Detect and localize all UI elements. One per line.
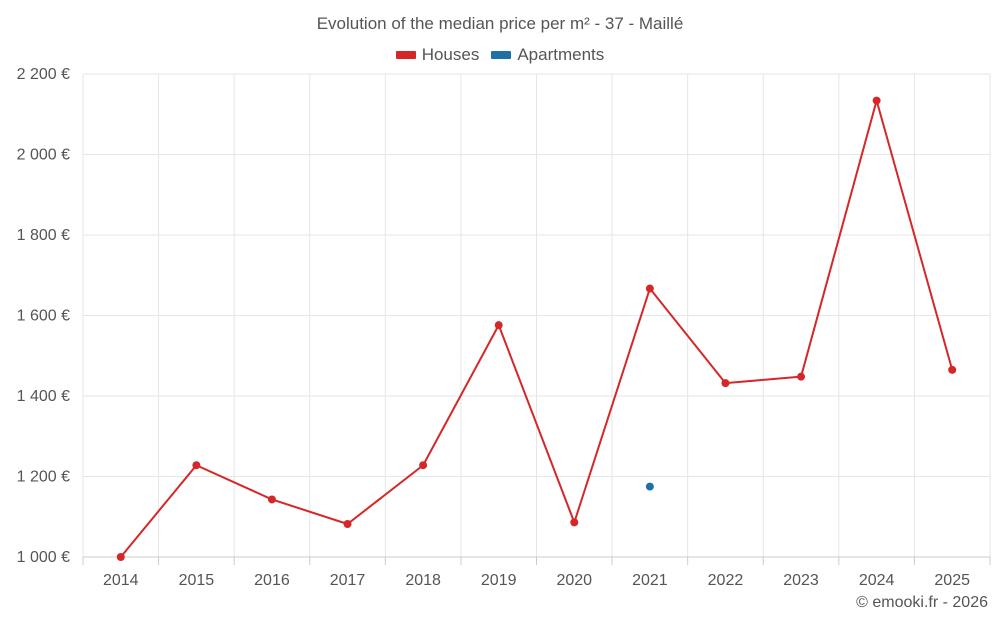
- x-tick-label: 2016: [254, 572, 290, 589]
- data-point-houses: [192, 461, 201, 470]
- legend-swatch-houses: [395, 51, 416, 59]
- x-tick-label: 2021: [632, 572, 668, 589]
- x-tick-label: 2022: [708, 572, 744, 589]
- x-tick-label: 2018: [405, 572, 441, 589]
- series-apartments: [645, 482, 654, 491]
- x-tick-label: 2015: [179, 572, 215, 589]
- y-tick-label: 1 400 €: [17, 388, 70, 405]
- data-point-houses: [872, 96, 881, 105]
- data-point-houses: [645, 284, 654, 293]
- data-point-houses: [570, 518, 579, 527]
- legend-item-houses[interactable]: Houses: [395, 45, 480, 65]
- y-tick-label: 1 800 €: [17, 227, 70, 244]
- credit-text: © emooki.fr - 2026: [856, 594, 988, 611]
- y-tick-label: 2 000 €: [17, 147, 70, 164]
- data-point-houses: [419, 461, 428, 470]
- legend-label-apartments: Apartments: [517, 45, 605, 64]
- y-tick-label: 1 000 €: [17, 549, 70, 566]
- legend-item-apartments[interactable]: Apartments: [491, 45, 604, 65]
- y-tick-label: 1 200 €: [17, 469, 70, 486]
- x-axis-tick-labels: 2014 2015 2016 2017 2018 2019 2020 2021 2022 2023…: [103, 572, 970, 589]
- y-axis-tick-labels: 1 000 € 1 200 € 1 400 € 1 600 € 1 800 € 2 000…: [17, 66, 70, 566]
- series-houses: [116, 96, 957, 561]
- y-tick-label: 2 200 €: [17, 66, 70, 83]
- grid-lines: [82, 73, 991, 557]
- x-tick-label: 2023: [783, 572, 819, 589]
- x-tick-label: 2025: [934, 572, 970, 589]
- data-point-houses: [343, 519, 352, 528]
- series-line-houses: [120, 99, 954, 558]
- legend-swatch-apartments: [491, 51, 512, 59]
- data-point-houses: [494, 321, 503, 330]
- data-point-houses: [948, 365, 957, 374]
- data-point-houses: [797, 372, 806, 381]
- x-tick-label: 2020: [556, 572, 592, 589]
- x-tick-label: 2014: [103, 572, 139, 589]
- x-tick-label: 2019: [481, 572, 517, 589]
- y-tick-label: 1 600 €: [17, 308, 70, 325]
- data-series: [116, 96, 957, 561]
- data-point-houses: [721, 379, 730, 388]
- legend-label-houses: Houses: [421, 45, 480, 64]
- data-point-apartments: [645, 482, 654, 491]
- data-point-houses: [267, 495, 276, 504]
- x-tick-label: 2024: [859, 572, 895, 589]
- data-point-houses: [116, 553, 125, 561]
- chart-title: Evolution of the median price per m² - 3…: [316, 14, 684, 33]
- legend: Houses Apartments: [0, 45, 1000, 65]
- axes: [82, 556, 991, 565]
- x-tick-label: 2017: [330, 572, 366, 589]
